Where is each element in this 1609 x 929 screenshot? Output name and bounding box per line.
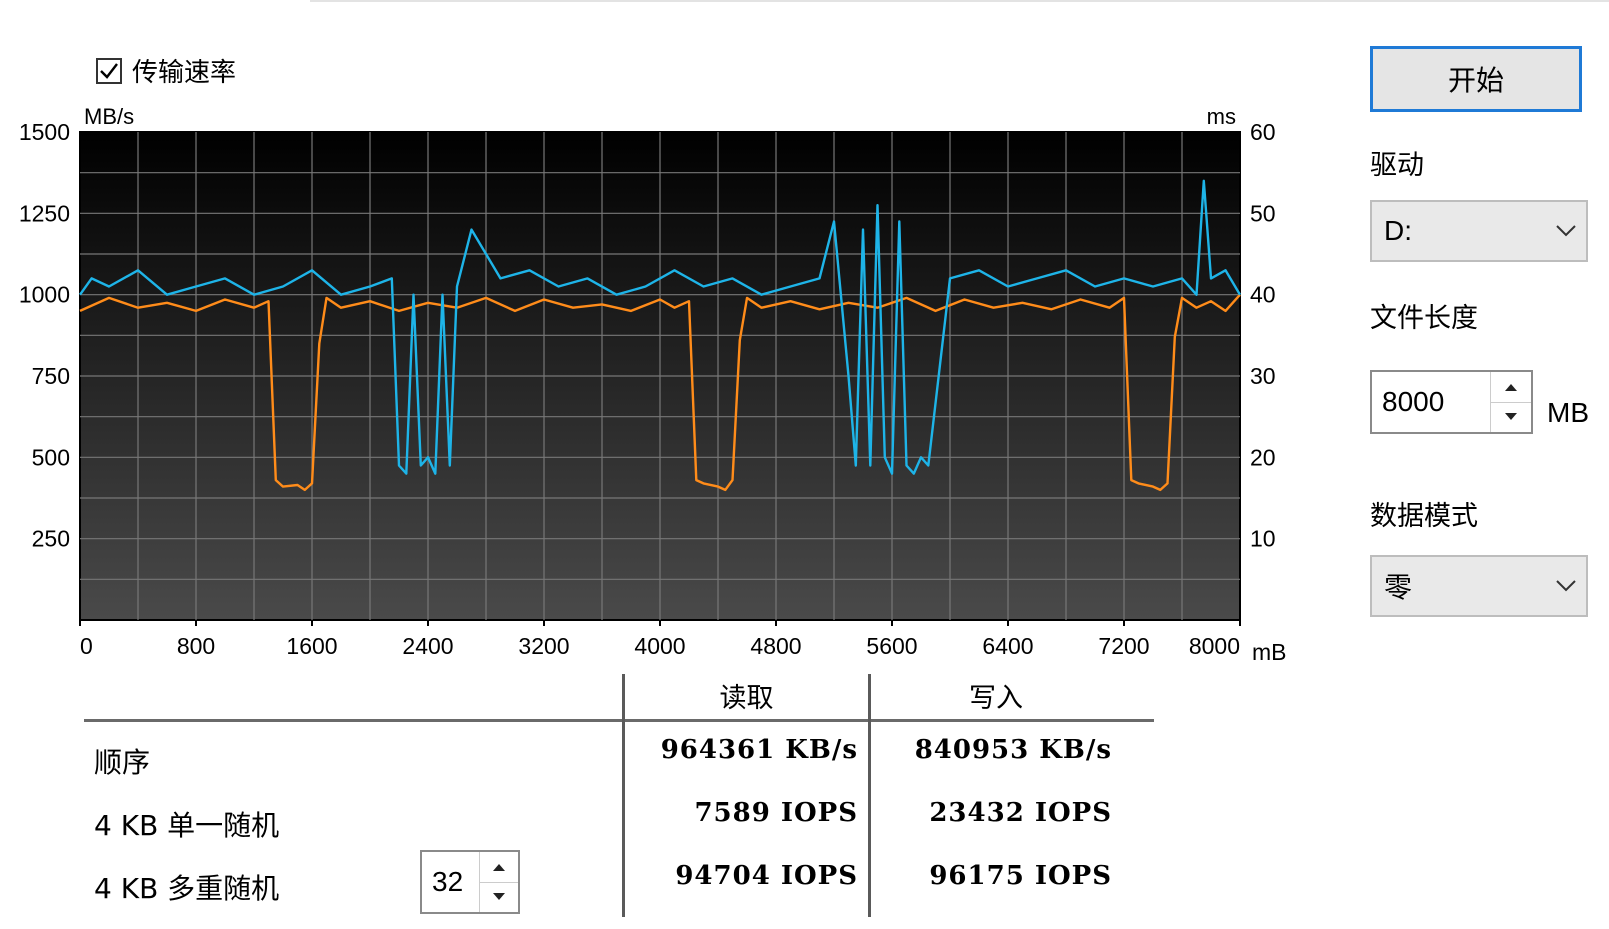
result-seq-write: 840953 KB/s [914, 735, 1112, 765]
result-4k-single-read: 7589 IOPS [694, 798, 858, 828]
data-mode-value: 零 [1384, 572, 1413, 603]
x-tick-label: 7200 [1098, 633, 1149, 659]
row-label-sequential: 顺序 [94, 746, 151, 779]
results-divider-horizontal [84, 719, 1154, 722]
x-tick-label: 1600 [286, 633, 337, 659]
y-tick-label: 750 [32, 363, 70, 389]
x-tick-label: 5600 [866, 633, 917, 659]
start-button-label: 开始 [1447, 64, 1504, 97]
result-4k-multi-write: 96175 IOPS [929, 861, 1112, 891]
y-tick-label: 500 [32, 444, 70, 470]
file-size-spinner[interactable]: 8000 [1370, 370, 1533, 434]
file-size-unit: MB [1547, 397, 1589, 428]
transfer-rate-checkbox[interactable]: 传输速率 [96, 52, 236, 89]
transfer-rate-label: 传输速率 [132, 58, 237, 88]
drive-select[interactable]: D: [1370, 200, 1588, 262]
results-divider-col2 [868, 674, 871, 917]
chart-axes: 1500 1250 1000 750 500 250 60 50 40 30 20 10 0 800 160… [19, 119, 1276, 659]
y2-tick-label: 50 [1250, 200, 1276, 226]
result-4k-multi-read: 94704 IOPS [675, 861, 858, 891]
chevron-down-icon [1546, 224, 1586, 238]
y2-tick-label: 60 [1250, 119, 1276, 145]
spin-down-icon[interactable] [480, 881, 518, 913]
row-label-4k-multi: 4 KB 多重随机 [94, 872, 280, 905]
spin-up-icon[interactable] [480, 852, 518, 882]
header-write: 写入 [969, 683, 1023, 714]
result-seq-read: 964361 KB/s [660, 735, 858, 765]
x-tick-label: 2400 [402, 633, 453, 659]
queue-depth-value[interactable]: 32 [432, 866, 464, 897]
queue-depth-spinner[interactable]: 32 [420, 850, 520, 914]
data-mode-select[interactable]: 零 [1370, 555, 1588, 617]
chevron-down-icon [1546, 579, 1586, 593]
x-tick-label: 4800 [750, 633, 801, 659]
x-tick-label: 4000 [634, 633, 685, 659]
series-line-1 [79, 293, 1241, 492]
drive-label: 驱动 [1370, 150, 1424, 181]
checkmark-icon [100, 62, 118, 79]
x-tick-label: 0 [80, 633, 93, 659]
x-tick-label: 8000 [1189, 633, 1240, 659]
right-axis-unit: ms [1207, 104, 1236, 129]
chart-grid [80, 132, 1240, 620]
series-line-2 [79, 179, 1242, 475]
drive-value: D: [1384, 215, 1412, 246]
x-tick-label: 3200 [518, 633, 569, 659]
file-size-label: 文件长度 [1370, 303, 1478, 334]
start-button[interactable]: 开始 [1370, 46, 1582, 112]
y-tick-label: 1250 [19, 200, 70, 226]
y2-tick-label: 30 [1250, 363, 1276, 389]
spin-down-icon[interactable] [1491, 401, 1531, 433]
top-divider [310, 0, 1609, 2]
left-axis-unit: MB/s [84, 104, 134, 129]
transfer-chart: 1500 1250 1000 750 500 250 60 50 40 30 20 10 0 800 160… [19, 104, 1287, 665]
result-4k-single-write: 23432 IOPS [929, 798, 1112, 828]
spin-up-icon[interactable] [1491, 372, 1531, 402]
y2-tick-label: 20 [1250, 444, 1276, 470]
x-tick-label: 800 [177, 633, 215, 659]
checkbox-box[interactable] [96, 57, 122, 84]
y-tick-label: 1500 [19, 119, 70, 145]
y2-tick-label: 10 [1250, 526, 1276, 552]
chart-series [79, 179, 1242, 492]
header-read: 读取 [719, 683, 774, 714]
data-mode-label: 数据模式 [1370, 501, 1478, 532]
y-tick-label: 250 [32, 526, 70, 552]
y2-tick-label: 40 [1250, 282, 1276, 308]
x-axis-unit: mB [1252, 639, 1287, 665]
x-tick-label: 6400 [982, 633, 1033, 659]
row-label-4k-single: 4 KB 单一随机 [94, 809, 280, 842]
results-divider-col1 [622, 674, 625, 917]
file-size-value[interactable]: 8000 [1382, 386, 1445, 417]
y-tick-label: 1000 [19, 282, 70, 308]
